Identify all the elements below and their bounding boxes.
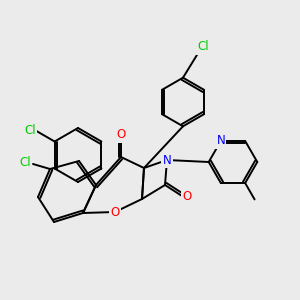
Text: O: O bbox=[116, 128, 126, 142]
Text: Cl: Cl bbox=[24, 124, 36, 136]
Text: Cl: Cl bbox=[197, 40, 209, 53]
Text: O: O bbox=[182, 190, 192, 202]
Text: Cl: Cl bbox=[19, 157, 31, 169]
Text: N: N bbox=[217, 134, 225, 148]
Text: N: N bbox=[163, 154, 171, 166]
Text: O: O bbox=[110, 206, 120, 218]
